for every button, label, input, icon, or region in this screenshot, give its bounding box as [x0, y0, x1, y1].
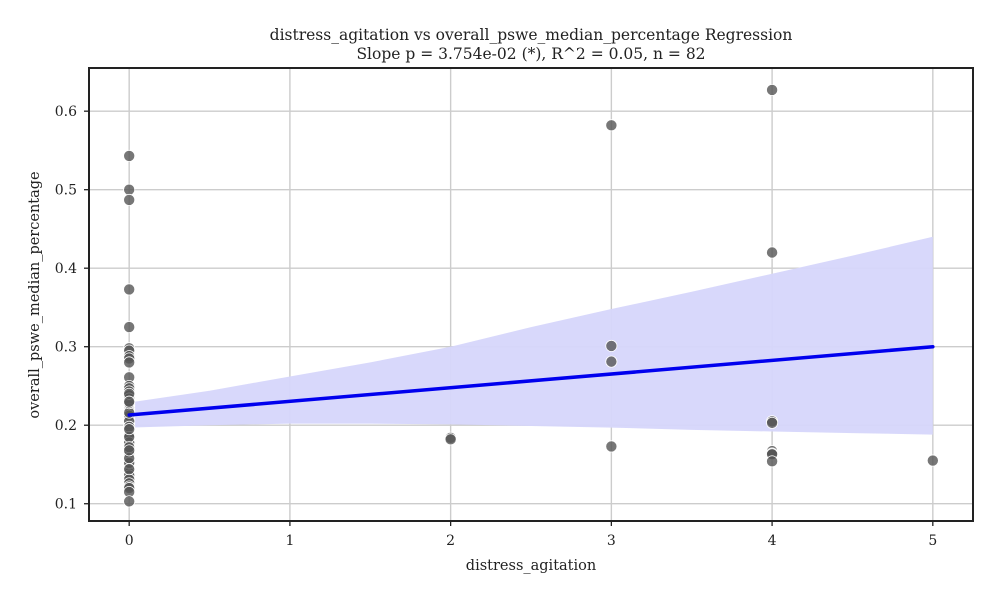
chart-title: distress_agitation vs overall_pswe_media… [270, 26, 793, 44]
confidence-band-group [129, 236, 933, 435]
regression-line [127, 344, 935, 417]
x-tick-label: 2 [446, 533, 455, 549]
y-tick-label: 0.1 [55, 497, 77, 513]
x-tick-label: 3 [607, 533, 616, 549]
y-tick-label: 0.5 [55, 183, 77, 199]
scatter-point [444, 433, 457, 446]
scatter-point [123, 495, 136, 508]
chart-subtitle: Slope p = 3.754e-02 (*), R^2 = 0.05, n =… [356, 45, 705, 63]
scatter-point [123, 283, 136, 296]
scatter-point [605, 440, 618, 453]
plot-frame [88, 67, 974, 522]
axis-ticks: 0 1 2 3 4 5 0.1 0.2 0.3 0.4 0.5 0.6 [55, 104, 938, 549]
scatter-point [766, 455, 779, 468]
scatter-point [123, 444, 136, 457]
scatter-point [123, 321, 136, 334]
scatter-point [123, 193, 136, 206]
scatter-points-group [123, 83, 939, 508]
x-tick-label: 5 [928, 533, 937, 549]
scatter-point [766, 246, 779, 259]
scatter-point [766, 416, 779, 429]
scatter-point [605, 355, 618, 368]
plot-border [88, 67, 974, 522]
scatter-point [123, 395, 136, 408]
x-tick-label: 4 [768, 533, 777, 549]
x-tick-label: 1 [285, 533, 294, 549]
scatter-point [123, 423, 136, 436]
y-tick-label: 0.6 [55, 104, 77, 120]
scatter-point [926, 454, 939, 467]
regression-line-group [127, 344, 935, 417]
scatter-point [123, 356, 136, 369]
scatter-point [123, 149, 136, 162]
x-tick-label: 0 [125, 533, 134, 549]
scatter-point [123, 183, 136, 196]
y-tick-label: 0.2 [55, 418, 77, 434]
y-tick-label: 0.3 [55, 340, 77, 356]
confidence-band [129, 236, 933, 435]
y-tick-label: 0.4 [55, 261, 77, 277]
scatter-point [605, 339, 618, 352]
y-axis-label: overall_pswe_median_percentage [27, 171, 43, 418]
scatter-point [605, 119, 618, 132]
scatter-point [123, 463, 136, 476]
scatter-point [766, 83, 779, 96]
x-axis-label: distress_agitation [466, 558, 596, 574]
